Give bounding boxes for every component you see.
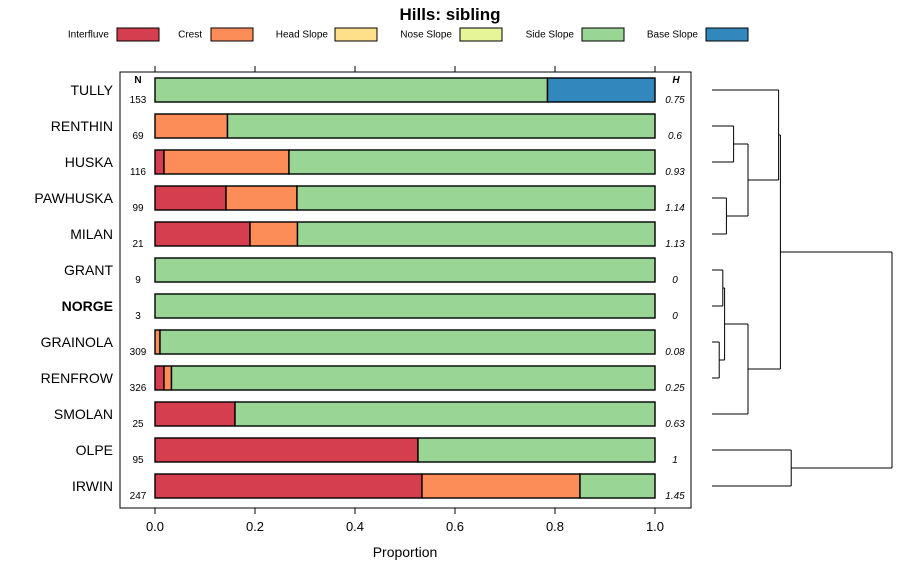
row-label: SMOLAN	[54, 406, 113, 422]
h-value: 0.25	[665, 383, 685, 394]
row-label: MILAN	[70, 226, 113, 242]
row-labels: TULLY 153 0.75 RENTHIN 69 0.6 HUSKA 116 0.93 PAWH…	[34, 82, 685, 502]
n-value: 153	[130, 95, 147, 106]
h-value: 0	[672, 275, 678, 286]
n-value: 9	[135, 275, 141, 286]
legend-swatch	[334, 27, 378, 42]
legend-swatch	[210, 27, 254, 42]
row-label: OLPE	[76, 442, 113, 458]
bar-segment	[226, 113, 656, 139]
h-value: 0.08	[665, 347, 685, 358]
bar-segment	[288, 149, 656, 175]
n-value: 99	[132, 203, 144, 214]
bar-segment	[154, 293, 656, 319]
h-value: 1.45	[665, 491, 685, 502]
legend-swatch	[459, 27, 503, 42]
legend-label: Base Slope	[647, 30, 699, 41]
n-value: 69	[132, 131, 144, 142]
bar-segment	[154, 401, 236, 427]
bar-segment	[154, 185, 227, 211]
bar-segment	[296, 185, 656, 211]
n-value: 247	[130, 491, 147, 502]
h-value: 0.63	[665, 419, 685, 430]
h-value: 0.75	[665, 95, 685, 106]
row-label: RENFROW	[41, 370, 114, 386]
row-label: HUSKA	[65, 154, 114, 170]
legend-label: Nose Slope	[400, 30, 452, 41]
bar-segment	[579, 473, 656, 499]
h-column-header: H	[672, 75, 680, 86]
n-value: 326	[130, 383, 147, 394]
legend-label: Head Slope	[276, 30, 329, 41]
plot-frame	[119, 71, 692, 509]
bar-segment	[159, 329, 656, 355]
bar-segment	[154, 113, 229, 139]
legend-label: Side Slope	[526, 30, 575, 41]
bar-segment	[154, 77, 549, 103]
legend: Interfluve Crest Head Slope Nose Slope Side …	[68, 27, 749, 42]
legend-swatch	[705, 27, 749, 42]
dendrogram	[712, 89, 893, 487]
bar-segment	[154, 257, 656, 283]
x-tick-label: 1.0	[646, 519, 664, 534]
row-label: RENTHIN	[51, 118, 113, 134]
n-value: 3	[135, 311, 141, 322]
bar-segment	[163, 365, 173, 391]
row-label: NORGE	[62, 298, 113, 314]
legend-swatch	[116, 27, 160, 42]
n-value: 309	[130, 347, 147, 358]
bar-segment	[296, 221, 656, 247]
h-value: 0.6	[668, 131, 682, 142]
h-value: 0	[672, 311, 678, 322]
row-label: IRWIN	[72, 478, 113, 494]
row-label: GRAINOLA	[41, 334, 114, 350]
row-label: PAWHUSKA	[34, 190, 113, 206]
legend-swatch	[581, 27, 625, 42]
bars	[154, 77, 656, 499]
x-tick-label: 0.2	[246, 519, 264, 534]
bar-segment	[154, 473, 423, 499]
x-axis: 0.0 0.2 0.4 0.6 0.8 1.0	[146, 66, 664, 534]
n-value: 25	[132, 419, 144, 430]
h-value: 0.93	[665, 167, 685, 178]
n-value: 95	[132, 455, 144, 466]
bar-segment	[225, 185, 298, 211]
h-value: 1	[672, 455, 678, 466]
bar-segment	[234, 401, 656, 427]
bar-segment	[154, 329, 161, 355]
row-label: TULLY	[70, 82, 113, 98]
x-tick-label: 0.8	[546, 519, 564, 534]
legend-label: Interfluve	[68, 30, 110, 41]
bar-segment	[421, 473, 581, 499]
h-value: 1.13	[665, 239, 685, 250]
bar-segment	[154, 365, 165, 391]
h-value: 1.14	[665, 203, 685, 214]
n-value: 21	[132, 239, 144, 250]
x-tick-label: 0.0	[146, 519, 164, 534]
n-value: 116	[130, 167, 146, 178]
bar-segment	[170, 365, 656, 391]
x-axis-title: Proportion	[373, 544, 438, 560]
chart-title: Hills: sibling	[399, 5, 500, 24]
bar-segment	[249, 221, 299, 247]
bar-segment	[417, 437, 656, 463]
row-label: GRANT	[64, 262, 113, 278]
legend-label: Crest	[178, 30, 202, 41]
x-tick-label: 0.6	[446, 519, 464, 534]
x-tick-label: 0.4	[346, 519, 364, 534]
n-column-header: N	[134, 75, 141, 86]
bar-segment	[546, 77, 656, 103]
bar-segment	[154, 149, 165, 175]
bar-segment	[163, 149, 290, 175]
bar-segment	[154, 437, 419, 463]
bar-segment	[154, 221, 251, 247]
